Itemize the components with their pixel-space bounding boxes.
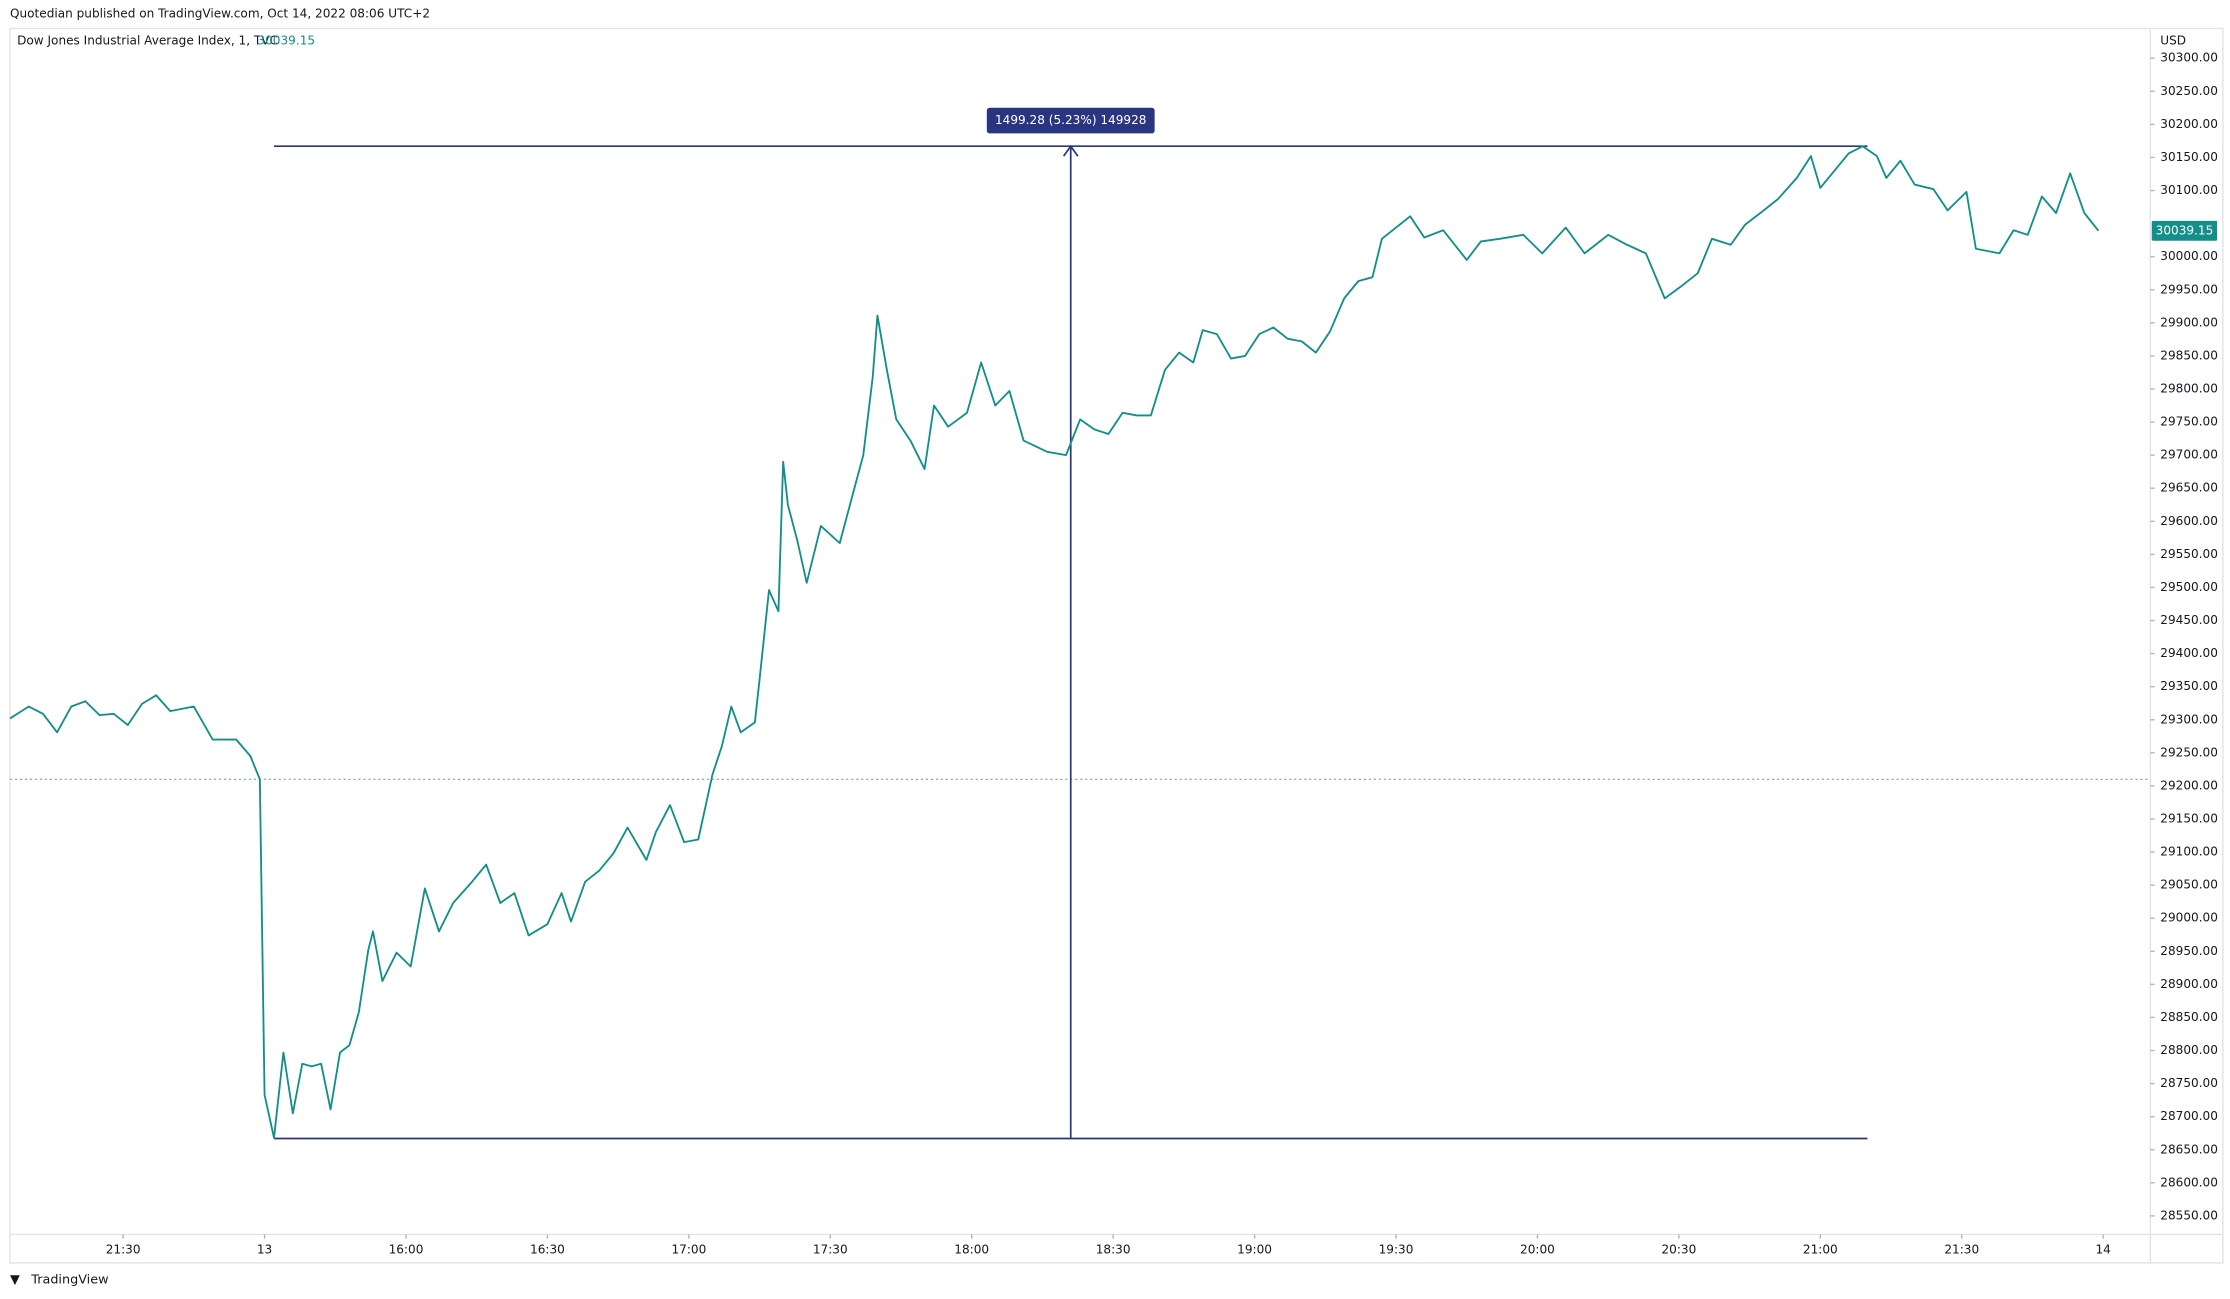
footer-logo: TradingView xyxy=(30,1272,108,1287)
y-tick-label: 29700.00 xyxy=(2160,448,2218,462)
y-tick-label: 28900.00 xyxy=(2160,977,2218,991)
y-tick-label: 29100.00 xyxy=(2160,845,2218,859)
header-price: 30039.15 xyxy=(257,34,315,48)
y-tick-label: 29500.00 xyxy=(2160,580,2218,594)
price-line xyxy=(9,145,2100,1139)
x-tick-label: 20:00 xyxy=(1520,1243,1555,1257)
last-price-tag xyxy=(2151,220,2218,241)
frame xyxy=(9,27,2224,1264)
y-tick-label: 30250.00 xyxy=(2160,84,2218,98)
measure-arrowhead xyxy=(1062,144,1079,157)
y-tick-label: 29350.00 xyxy=(2160,679,2218,693)
y-tick-label: 30300.00 xyxy=(2160,51,2218,65)
y-tick-label: 29900.00 xyxy=(2160,315,2218,329)
y-tick-label: 29250.00 xyxy=(2160,745,2218,759)
y-tick-label: 28950.00 xyxy=(2160,944,2218,958)
x-tick-label: 14 xyxy=(2096,1243,2111,1257)
y-tick-label: 28850.00 xyxy=(2160,1010,2218,1024)
x-tick-label: 19:30 xyxy=(1379,1243,1414,1257)
y-tick-label: 29950.00 xyxy=(2160,282,2218,296)
x-tick-label: 13 xyxy=(257,1243,272,1257)
y-tick-label: 28700.00 xyxy=(2160,1109,2218,1123)
y-tick-label: 29650.00 xyxy=(2160,481,2218,495)
y-tick-label: 29550.00 xyxy=(2160,547,2218,561)
y-tick-label: 30150.00 xyxy=(2160,150,2218,164)
last-price-label: 30039.15 xyxy=(2156,223,2214,237)
published-note: Quotedian published on TradingView.com, … xyxy=(10,7,430,21)
y-tick-label: 28650.00 xyxy=(2160,1142,2218,1156)
y-tick-label: 29450.00 xyxy=(2160,613,2218,627)
y-unit: USD xyxy=(2160,34,2186,48)
y-tick-label: 28550.00 xyxy=(2160,1208,2218,1222)
y-tick-label: 29600.00 xyxy=(2160,514,2218,528)
y-tick-label: 29050.00 xyxy=(2160,878,2218,892)
x-tick-label: 17:00 xyxy=(671,1243,706,1257)
y-tick-label: 30100.00 xyxy=(2160,183,2218,197)
x-tick-label: 21:00 xyxy=(1803,1243,1838,1257)
x-tick-label: 16:30 xyxy=(530,1243,565,1257)
y-tick-label: 29200.00 xyxy=(2160,778,2218,792)
measure-label-box xyxy=(986,107,1155,134)
y-tick-label: 29750.00 xyxy=(2160,415,2218,429)
x-tick-label: 18:30 xyxy=(1096,1243,1131,1257)
y-tick-label: 28600.00 xyxy=(2160,1175,2218,1189)
y-tick-label: 29800.00 xyxy=(2160,381,2218,395)
y-tick-label: 28750.00 xyxy=(2160,1076,2218,1090)
measure-label: 1499.28 (5.23%) 149928 xyxy=(995,113,1147,127)
y-tick-label: 30200.00 xyxy=(2160,117,2218,131)
y-tick-label: 29400.00 xyxy=(2160,646,2218,660)
y-tick-label: 29150.00 xyxy=(2160,811,2218,825)
x-tick-label: 21:30 xyxy=(106,1243,141,1257)
y-tick-label: 29850.00 xyxy=(2160,348,2218,362)
x-tick-label: 19:00 xyxy=(1237,1243,1272,1257)
y-tick-label: 28800.00 xyxy=(2160,1043,2218,1057)
x-tick-label: 16:00 xyxy=(389,1243,424,1257)
y-tick-label: 29300.00 xyxy=(2160,712,2218,726)
x-tick-label: 17:30 xyxy=(813,1243,848,1257)
y-tick-label: 30000.00 xyxy=(2160,249,2218,263)
logo-icon: ▼ xyxy=(10,1272,20,1287)
x-tick-label: 21:30 xyxy=(1944,1243,1979,1257)
x-tick-label: 18:00 xyxy=(954,1243,989,1257)
y-tick-label: 29000.00 xyxy=(2160,911,2218,925)
x-tick-label: 20:30 xyxy=(1661,1243,1696,1257)
chart-title: Dow Jones Industrial Average Index, 1, T… xyxy=(17,34,278,48)
